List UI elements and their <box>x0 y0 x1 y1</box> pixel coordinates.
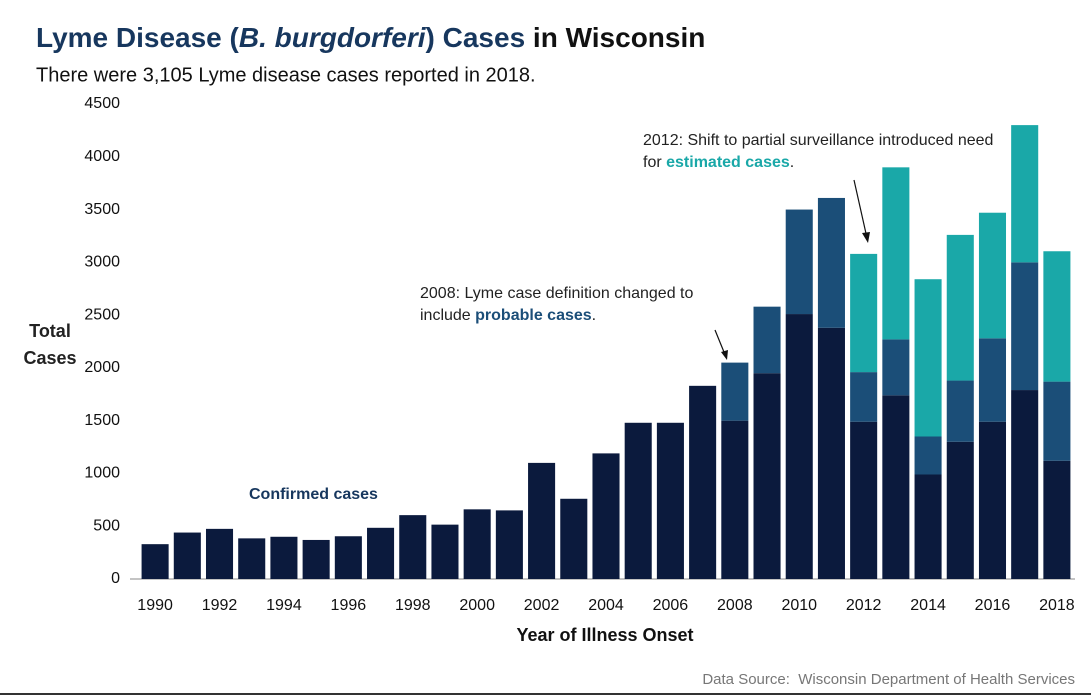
bar-segment <box>560 498 588 579</box>
x-tick-label: 2012 <box>846 597 882 614</box>
bar-segment <box>1043 251 1071 382</box>
bar-segment <box>431 524 459 579</box>
arrow <box>853 179 868 239</box>
bar-segment <box>367 527 395 579</box>
bar-segment <box>914 279 942 437</box>
x-tick-label: 2008 <box>717 597 753 614</box>
bar-segment <box>173 532 201 579</box>
source: Data Source: Wisconsin Department of Hea… <box>702 671 1075 688</box>
bar-segment <box>463 509 491 579</box>
y-axis-label: Total Cases <box>23 321 77 368</box>
annotation-highlight: probable cases <box>475 307 592 324</box>
bar-segment <box>850 372 878 422</box>
y-tick-label: 2500 <box>84 306 120 323</box>
y-tick-label: 0 <box>111 570 120 587</box>
chart-title: Lyme Disease (B. burgdorferi) Cases in W… <box>36 22 705 53</box>
x-tick-label: 2002 <box>524 597 560 614</box>
bar-segment <box>785 209 813 315</box>
bar-segment <box>302 539 330 579</box>
y-tick-label: 2000 <box>84 359 120 376</box>
bar-segment <box>914 474 942 579</box>
title-part: Lyme Disease ( <box>36 22 240 53</box>
annotation: 2008: Lyme case definition changed to in… <box>420 283 720 327</box>
bar-segment <box>978 212 1007 339</box>
bar-segment <box>1043 381 1071 461</box>
bar-segment <box>528 462 556 579</box>
x-axis-label: Year of Illness Onset <box>516 625 693 645</box>
annotation-text: 2008: Lyme case definition changed to in… <box>420 285 694 324</box>
y-tick-label: 4500 <box>84 95 120 112</box>
x-tick-label: 1996 <box>331 597 367 614</box>
y-tick-label: 4000 <box>84 148 120 165</box>
bar-segment <box>817 197 845 328</box>
arrowhead <box>862 232 870 243</box>
bar-segment <box>882 339 910 396</box>
bar-segment <box>656 422 684 579</box>
annotation-text: 2012: Shift to partial surveillance intr… <box>643 132 994 171</box>
bar-segment <box>495 510 523 579</box>
bar-segment <box>850 421 878 579</box>
y-tick-label: 3000 <box>84 254 120 271</box>
bar-segment <box>399 515 427 579</box>
title-part: B. burgdorferi <box>239 22 427 53</box>
bar-segment <box>946 441 974 579</box>
subtitle: There were 3,105 Lyme disease cases repo… <box>36 64 536 86</box>
annotation-highlight: estimated cases <box>666 154 790 171</box>
series-label: Confirmed cases <box>249 486 378 503</box>
bar-segment <box>141 544 169 579</box>
x-tick-label: 2006 <box>653 597 689 614</box>
bar-segment <box>205 528 234 579</box>
bar-segment <box>882 167 910 340</box>
x-tick-label: 2014 <box>910 597 946 614</box>
bar-segment <box>882 395 910 579</box>
bar-segment <box>785 314 813 579</box>
annotation: 2012: Shift to partial surveillance intr… <box>643 130 1013 174</box>
bar-segment <box>1011 390 1039 579</box>
bar-segment <box>721 420 749 579</box>
bar-segment <box>914 436 942 475</box>
bar-segment <box>753 373 781 579</box>
x-tick-label: 1990 <box>137 597 173 614</box>
annotation-text: . <box>789 154 795 171</box>
bar-segment <box>689 385 717 579</box>
x-tick-label: 2000 <box>459 597 495 614</box>
x-tick-label: 2018 <box>1039 597 1075 614</box>
bar-segment <box>1011 262 1039 391</box>
x-tick-label: 1998 <box>395 597 431 614</box>
title-part: ) Cases <box>426 22 526 53</box>
title-part: in Wisconsin <box>525 22 705 53</box>
bar-segment <box>946 234 974 381</box>
bar-segment <box>817 327 845 579</box>
bar-segment <box>238 538 266 579</box>
bar-segment <box>624 422 652 579</box>
y-tick-label: 3500 <box>84 201 120 218</box>
bar-segment <box>753 306 781 374</box>
bar-segment <box>978 421 1007 579</box>
bar-segment <box>850 253 878 373</box>
y-tick-label: 1000 <box>84 465 120 482</box>
bar-segment <box>978 338 1007 422</box>
bar-segment <box>270 536 298 579</box>
annotation-text: . <box>591 307 597 324</box>
x-tick-label: 2010 <box>781 597 817 614</box>
x-tick-label: 2016 <box>975 597 1011 614</box>
bar-segment <box>592 453 620 579</box>
arrowhead <box>721 350 728 360</box>
y-tick-label: 500 <box>93 517 120 534</box>
bar-segment <box>721 362 749 421</box>
bar-segment <box>946 380 974 442</box>
x-tick-label: 1994 <box>266 597 302 614</box>
bar-segment <box>1043 460 1071 579</box>
bar-segment <box>1011 125 1039 263</box>
x-tick-label: 2004 <box>588 597 624 614</box>
x-tick-label: 1992 <box>202 597 238 614</box>
y-tick-label: 1500 <box>84 412 120 429</box>
bar-segment <box>334 536 362 579</box>
